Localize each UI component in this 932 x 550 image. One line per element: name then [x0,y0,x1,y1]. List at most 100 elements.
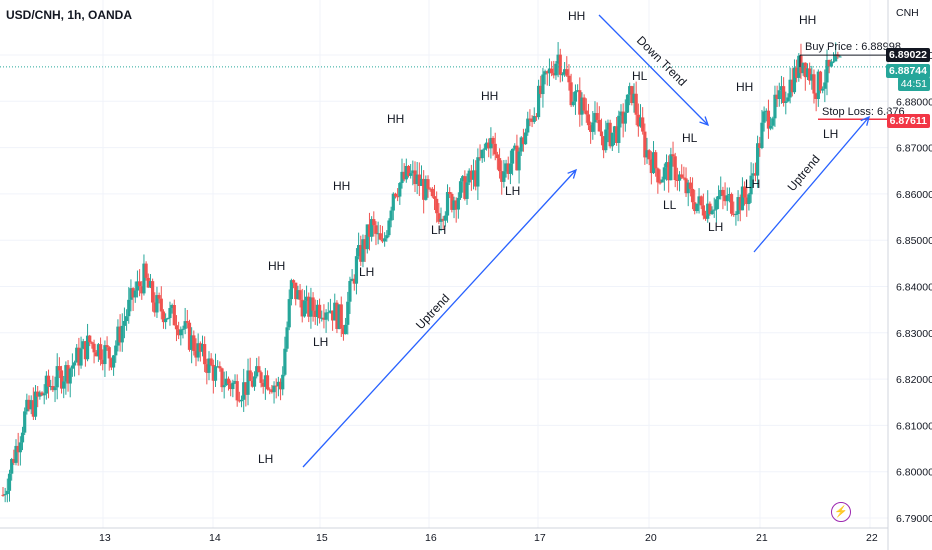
candle-body [235,381,239,401]
candle-body [311,297,315,311]
buy-price-text: Buy Price : 6.88998 [805,41,901,53]
candle-body [107,347,111,359]
candle-body [788,79,792,98]
candle-body [727,194,732,196]
candle-body [480,149,484,159]
candle-body [766,110,771,129]
candle-body [792,67,797,93]
candle-body [504,163,508,172]
candle-body [274,385,278,387]
candle-body [716,196,721,200]
candle-body [782,86,786,103]
candle-body [497,158,502,172]
candle-body [92,343,96,353]
candle-body [120,325,124,343]
candle-body [677,174,682,181]
candle-body [608,122,612,147]
candle-body [675,179,679,181]
candle-body [545,71,549,74]
candle-body [27,399,31,410]
candle-body [760,122,764,148]
candle-body [495,154,499,159]
candle-body [168,308,172,319]
swing-label: LL [663,198,677,212]
candle-body [38,392,42,397]
candle-body [825,59,829,83]
countdown-badge: 44:51 [897,77,930,91]
candle-body [721,189,725,196]
candle-body [389,210,393,221]
candle-body [68,368,72,384]
candle-body [142,263,146,294]
candle-body [383,238,387,242]
candle-body [532,115,536,122]
candle-body [276,381,280,386]
candle-body [361,239,365,262]
candle-body [571,101,575,106]
candle-body [393,193,398,197]
candle-body [242,382,246,400]
lightning-icon[interactable]: ⚡ [831,502,851,522]
trend-label: Uptrend [785,152,823,194]
candle-body [211,364,215,381]
candle-body [359,245,363,262]
candle-body [467,170,471,183]
candle-body [474,170,478,187]
candle-body [363,239,367,250]
candle-body [400,171,404,184]
candle-body [131,288,135,298]
candle-body [289,280,293,300]
candle-body [484,142,489,149]
candle-body [430,188,434,197]
candle-body [636,114,640,127]
candle-body [157,295,161,299]
candle-body [348,280,352,302]
candle-body [779,86,784,91]
uptrend-arrow-2-head [860,115,870,126]
swing-label: HH [268,259,285,273]
candle-body [333,302,337,321]
candle-body [257,366,261,373]
candle-body [469,170,473,180]
candle-body [287,299,291,328]
candle-body [324,312,328,320]
candle-body [764,110,768,112]
candle-body [658,182,662,184]
candle-body [777,90,781,100]
candle-body [7,473,12,491]
candle-body [801,62,805,74]
candle-body [439,218,443,222]
candle-body [124,316,129,321]
y-tick-label: 6.83000 [896,328,932,340]
candle-body [44,375,48,394]
candle-body [738,197,742,211]
candle-body [703,215,708,219]
candle-body [508,163,513,174]
candle-body [248,370,252,381]
swing-label: LH [505,184,520,198]
candle-body [697,196,701,204]
x-tick-label: 22 [866,532,878,544]
candle-body [422,178,426,200]
candle-body [250,380,254,387]
candle-body [376,233,380,235]
candle-body [103,345,107,365]
candle-body [200,344,205,352]
swing-label: LH [313,335,328,349]
candle-body [552,73,556,76]
candle-body [749,175,753,195]
candle-body [185,321,189,323]
candle-body [786,97,790,102]
candle-body [278,381,283,390]
candle-body [543,71,547,75]
candle-body [263,375,267,387]
candle-body [378,233,382,240]
candle-body [710,210,714,215]
x-tick-label: 20 [645,532,657,544]
candle-body [337,304,341,329]
candle-body [712,209,716,211]
candle-body [218,366,222,369]
candle-body [233,381,237,383]
